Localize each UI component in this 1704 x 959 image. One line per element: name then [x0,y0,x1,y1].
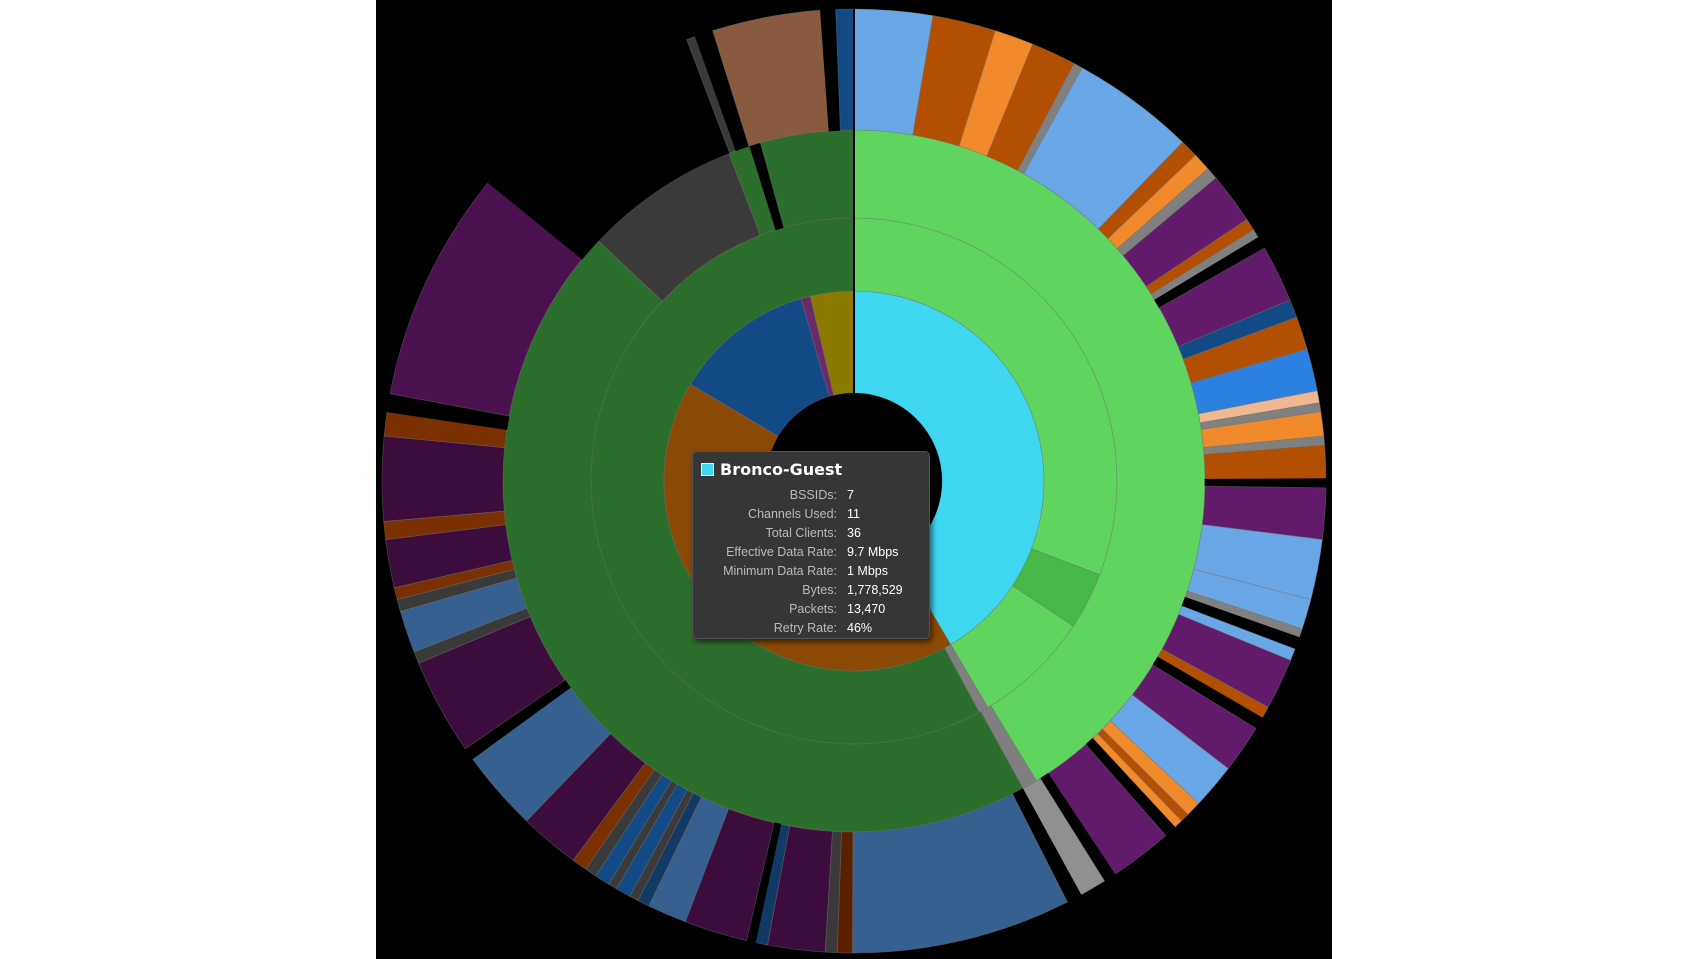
tooltip-value: 13,470 [847,602,886,616]
tooltip-value: 1 Mbps [847,564,888,578]
tooltip-value: 36 [847,526,861,540]
chart-panel: Bronco-Guest BSSIDs: 7 Channels Used: 11… [376,0,1332,959]
tooltip-label: Effective Data Rate: [726,545,837,559]
tooltip-label: Bytes: [802,583,837,597]
tooltip-row-effective-rate: Effective Data Rate: 9.7 Mbps [693,545,929,564]
tooltip-label: Packets: [789,602,837,616]
tooltip-row-bssids: BSSIDs: 7 [693,488,929,507]
sunburst-segment-ring4-5[interactable] [1023,67,1184,230]
tooltip-row-channels: Channels Used: 11 [693,507,929,526]
tooltip-label: Retry Rate: [773,621,837,635]
sunburst-segment-ring4-67[interactable] [381,435,506,522]
tooltip-row-minimum-rate: Minimum Data Rate: 1 Mbps [693,564,929,583]
tooltip-value: 9.7 Mbps [847,545,899,559]
tooltip-value: 7 [847,488,854,502]
tooltip-title-text: Bronco-Guest [720,460,843,479]
tooltip-color-swatch [701,463,714,476]
tooltip-row-bytes: Bytes: 1,778,529 [693,583,929,602]
tooltip-label: Total Clients: [765,526,837,540]
tooltip-value: 11 [847,507,860,521]
sunburst-chart[interactable] [376,0,1332,959]
tooltip: Bronco-Guest BSSIDs: 7 Channels Used: 11… [692,451,930,639]
tooltip-row-packets: Packets: 13,470 [693,602,929,621]
tooltip-label: Channels Used: [748,507,837,521]
tooltip-label: Minimum Data Rate: [723,564,837,578]
tooltip-title: Bronco-Guest [701,460,842,479]
tooltip-value: 46% [847,621,873,635]
sunburst-segment-ring2-0[interactable] [853,217,1118,576]
tooltip-row-retry-rate: Retry Rate: 46% [693,621,929,640]
tooltip-row-clients: Total Clients: 36 [693,526,929,545]
tooltip-label: BSSIDs: [789,488,837,502]
tooltip-value: 1,778,529 [847,583,903,597]
